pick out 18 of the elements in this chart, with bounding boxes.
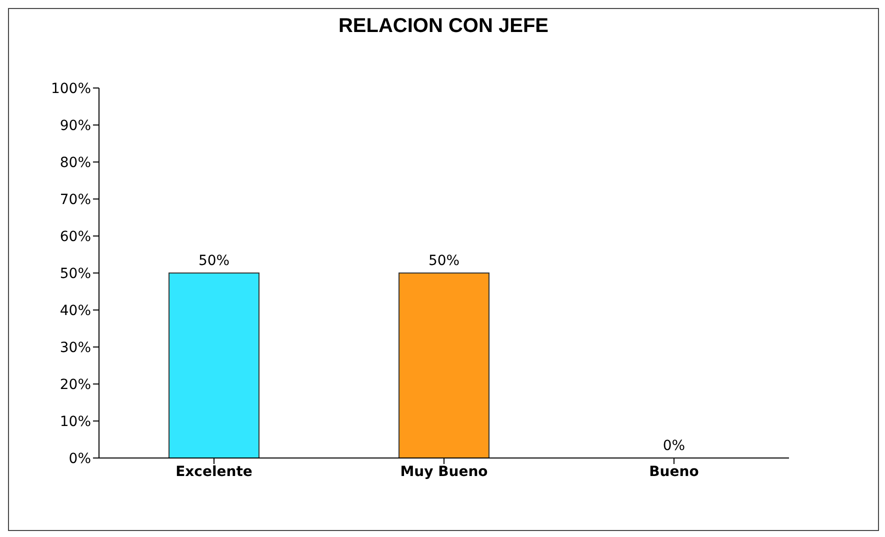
- y-tick-label: 10%: [60, 414, 91, 430]
- y-tick-label: 70%: [60, 192, 91, 208]
- y-tick-label: 60%: [60, 228, 91, 245]
- data-label: 50%: [198, 253, 230, 269]
- y-tick-label: 90%: [60, 118, 91, 134]
- y-tick-label: 30%: [60, 340, 91, 356]
- x-tick-label: Excelente: [176, 464, 252, 480]
- chart-title: RELACION CON JEFE: [337, 15, 550, 38]
- y-tick-label: 50%: [60, 266, 91, 282]
- x-tick-label: Muy Bueno: [400, 464, 488, 480]
- data-label: 0%: [662, 438, 686, 454]
- data-label: 50%: [428, 253, 460, 269]
- y-tick-label: 80%: [60, 154, 91, 171]
- y-tick-label: 100%: [50, 80, 91, 97]
- y-tick-label: 0%: [68, 450, 91, 467]
- y-tick-label: 20%: [60, 376, 91, 393]
- y-tick-label: 40%: [60, 302, 91, 319]
- x-tick-label: Bueno: [649, 464, 700, 480]
